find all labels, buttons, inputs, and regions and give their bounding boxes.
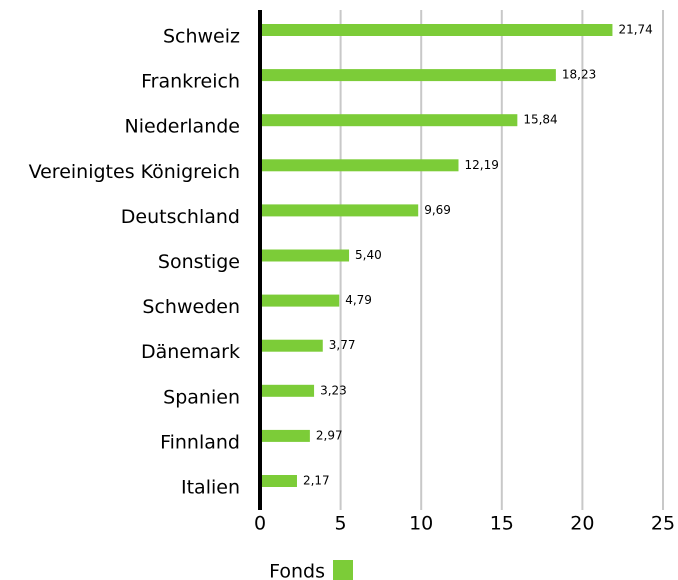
value-label: 3,23 xyxy=(320,383,347,397)
bar xyxy=(262,159,459,172)
y-tick-label: Schweiz xyxy=(163,26,240,48)
y-tick-label: Finnland xyxy=(160,431,240,453)
x-tick-label: 20 xyxy=(570,513,594,535)
value-label: 12,19 xyxy=(465,158,499,172)
bar xyxy=(262,429,310,442)
x-tick-label: 0 xyxy=(254,513,266,535)
value-label: 2,17 xyxy=(303,474,330,488)
value-label: 2,97 xyxy=(316,428,343,442)
x-tick-label: 25 xyxy=(651,513,675,535)
y-tick-label: Sonstige xyxy=(158,251,240,273)
legend-swatch xyxy=(333,560,353,580)
y-tick-label: Dänemark xyxy=(141,341,240,363)
y-tick-label: Niederlande xyxy=(125,116,240,138)
value-label: 21,74 xyxy=(618,23,652,37)
bar xyxy=(262,475,297,487)
value-label: 5,40 xyxy=(355,248,382,262)
value-label: 3,77 xyxy=(329,338,356,352)
legend-label: Fonds xyxy=(269,561,325,580)
y-tick-label: Frankreich xyxy=(141,71,240,93)
bar xyxy=(262,204,419,217)
bar xyxy=(262,114,518,127)
bar xyxy=(262,69,556,82)
x-tick-label: 15 xyxy=(490,513,514,535)
bar xyxy=(262,24,613,36)
y-tick-label: Spanien xyxy=(163,386,240,408)
bar xyxy=(262,384,315,397)
value-label: 18,23 xyxy=(562,68,596,82)
bar xyxy=(262,294,340,307)
x-tick-label: 10 xyxy=(409,513,433,535)
y-tick-label: Schweden xyxy=(142,296,240,318)
bar xyxy=(262,339,323,352)
value-label: 4,79 xyxy=(345,293,372,307)
bar xyxy=(262,249,350,262)
value-label: 9,69 xyxy=(424,203,451,217)
y-tick-label: Italien xyxy=(181,477,240,499)
x-tick-label: 5 xyxy=(335,513,347,535)
y-tick-label: Vereinigtes Königreich xyxy=(29,161,240,183)
value-label: 15,84 xyxy=(523,113,557,127)
y-tick-label: Deutschland xyxy=(121,206,240,228)
